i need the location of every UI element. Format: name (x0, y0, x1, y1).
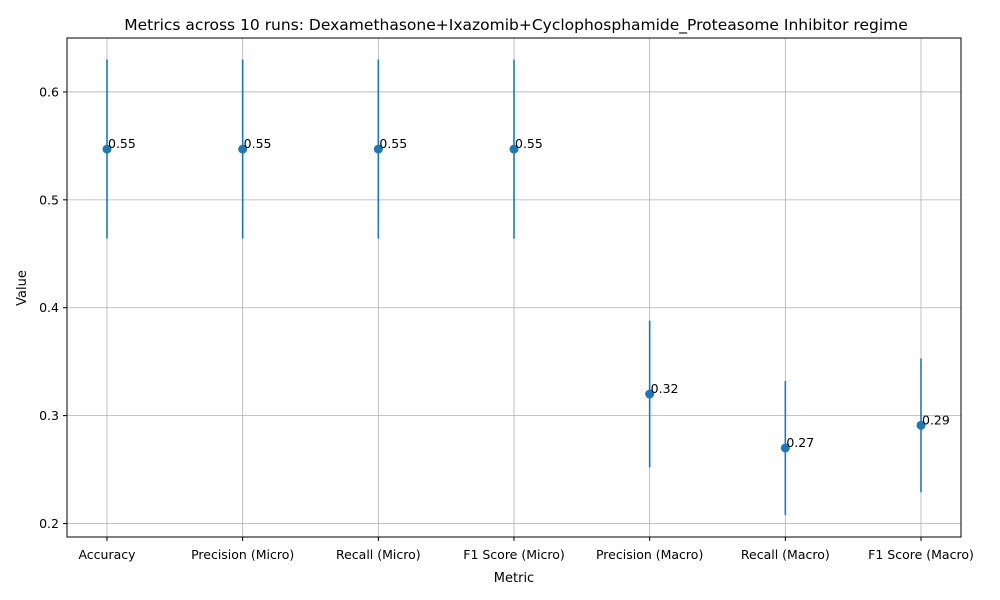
y-axis-label: Value (15, 270, 30, 306)
y-tick-label: 0.6 (39, 84, 59, 99)
x-tick-label: Recall (Macro) (741, 547, 830, 562)
data-label: 0.55 (515, 136, 543, 151)
data-label: 0.32 (651, 381, 679, 396)
data-label: 0.55 (108, 136, 136, 151)
data-point (780, 443, 790, 453)
y-tick-label: 0.3 (39, 408, 59, 423)
data-point (916, 420, 926, 430)
x-tick-label: Precision (Macro) (596, 547, 703, 562)
y-axis-ticks: 0.2 0.3 0.4 0.5 0.6 (39, 84, 67, 531)
data-point (238, 144, 248, 154)
data-label: 0.55 (244, 136, 272, 151)
x-tick-label: F1 Score (Micro) (463, 547, 565, 562)
x-axis-ticks: Accuracy Precision (Micro) Recall (Micro) F… (78, 537, 974, 562)
y-tick-label: 0.2 (39, 516, 59, 531)
data-point (373, 144, 383, 154)
data-label: 0.55 (379, 136, 407, 151)
x-tick-label: F1 Score (Macro) (868, 547, 974, 562)
data-label: 0.27 (786, 435, 814, 450)
y-tick-label: 0.4 (39, 300, 59, 315)
data-point (102, 144, 112, 154)
y-tick-label: 0.5 (39, 192, 59, 207)
x-axis-label: Metric (494, 571, 534, 586)
data-marks: 0.55 0.55 0.55 0.55 0.32 0.27 0.29 (102, 59, 950, 515)
data-label: 0.29 (922, 412, 950, 427)
x-tick-label: Accuracy (78, 547, 136, 562)
data-point (509, 144, 519, 154)
data-point (645, 389, 655, 399)
chart-title: Metrics across 10 runs: Dexamethasone+Ix… (124, 16, 908, 35)
x-tick-label: Recall (Micro) (336, 547, 421, 562)
x-tick-label: Precision (Micro) (191, 547, 294, 562)
